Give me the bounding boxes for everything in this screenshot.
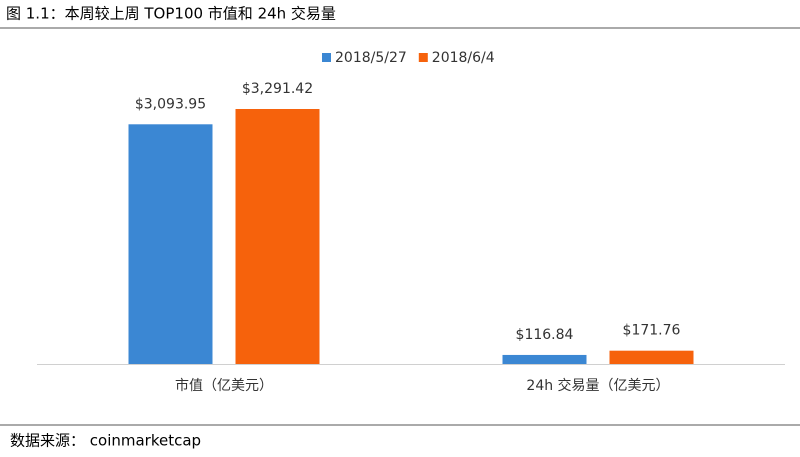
value-label: $116.84	[516, 327, 574, 343]
value-label: $3,291.42	[242, 81, 313, 97]
value-label: $171.76	[623, 323, 681, 339]
bar	[128, 124, 213, 364]
x-tick-label: 市值（亿美元）	[175, 377, 273, 394]
value-label: $3,093.95	[135, 96, 206, 112]
x-tick-label: 24h 交易量（亿美元）	[526, 377, 669, 394]
legend-swatch	[418, 53, 428, 62]
legend-label: 2018/6/4	[432, 50, 495, 66]
source: 数据来源： coinmarketcap	[10, 432, 201, 450]
legend-label: 2018/5/27	[335, 50, 407, 66]
legend-swatch	[322, 53, 331, 62]
chart-title: 图 1.1：本周较上周 TOP100 市值和 24h 交易量	[6, 5, 336, 23]
bar	[502, 354, 587, 364]
bar	[235, 109, 320, 364]
bar	[609, 350, 694, 364]
